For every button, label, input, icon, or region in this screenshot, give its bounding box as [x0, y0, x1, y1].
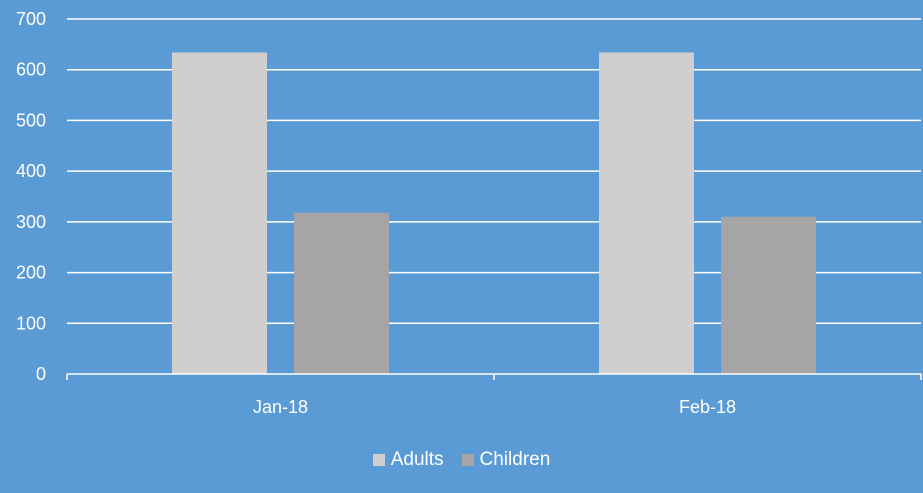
y-tick-label: 500	[16, 110, 46, 130]
y-axis-ticks: 0 100 200 300 400 500 600 700	[16, 9, 46, 384]
legend-item-adults[interactable]: Adults	[372, 449, 444, 471]
legend: Adults Children	[0, 446, 923, 474]
y-tick-label: 700	[16, 9, 46, 29]
y-tick-label: 200	[16, 263, 46, 283]
bars	[172, 52, 816, 374]
y-tick-label: 400	[16, 161, 46, 181]
x-axis	[66, 373, 922, 380]
bar-adults-feb-18[interactable]	[599, 52, 694, 374]
x-axis-labels: Jan-18 Feb-18	[253, 397, 736, 417]
legend-label-children: Children	[479, 449, 551, 470]
bar-children-jan-18[interactable]	[294, 212, 389, 374]
y-tick-label: 100	[16, 313, 46, 333]
y-tick-label: 0	[36, 364, 46, 384]
bar-adults-jan-18[interactable]	[172, 52, 267, 374]
x-category-label: Jan-18	[253, 397, 308, 417]
y-tick-label: 600	[16, 60, 46, 80]
legend-label-adults: Adults	[390, 449, 444, 470]
legend-swatch-adults	[372, 454, 385, 466]
y-tick-label: 300	[16, 212, 46, 232]
legend-swatch-children	[461, 454, 474, 466]
legend-item-children[interactable]: Children	[461, 449, 551, 471]
x-category-label: Feb-18	[679, 397, 736, 417]
bar-children-feb-18[interactable]	[721, 216, 816, 374]
